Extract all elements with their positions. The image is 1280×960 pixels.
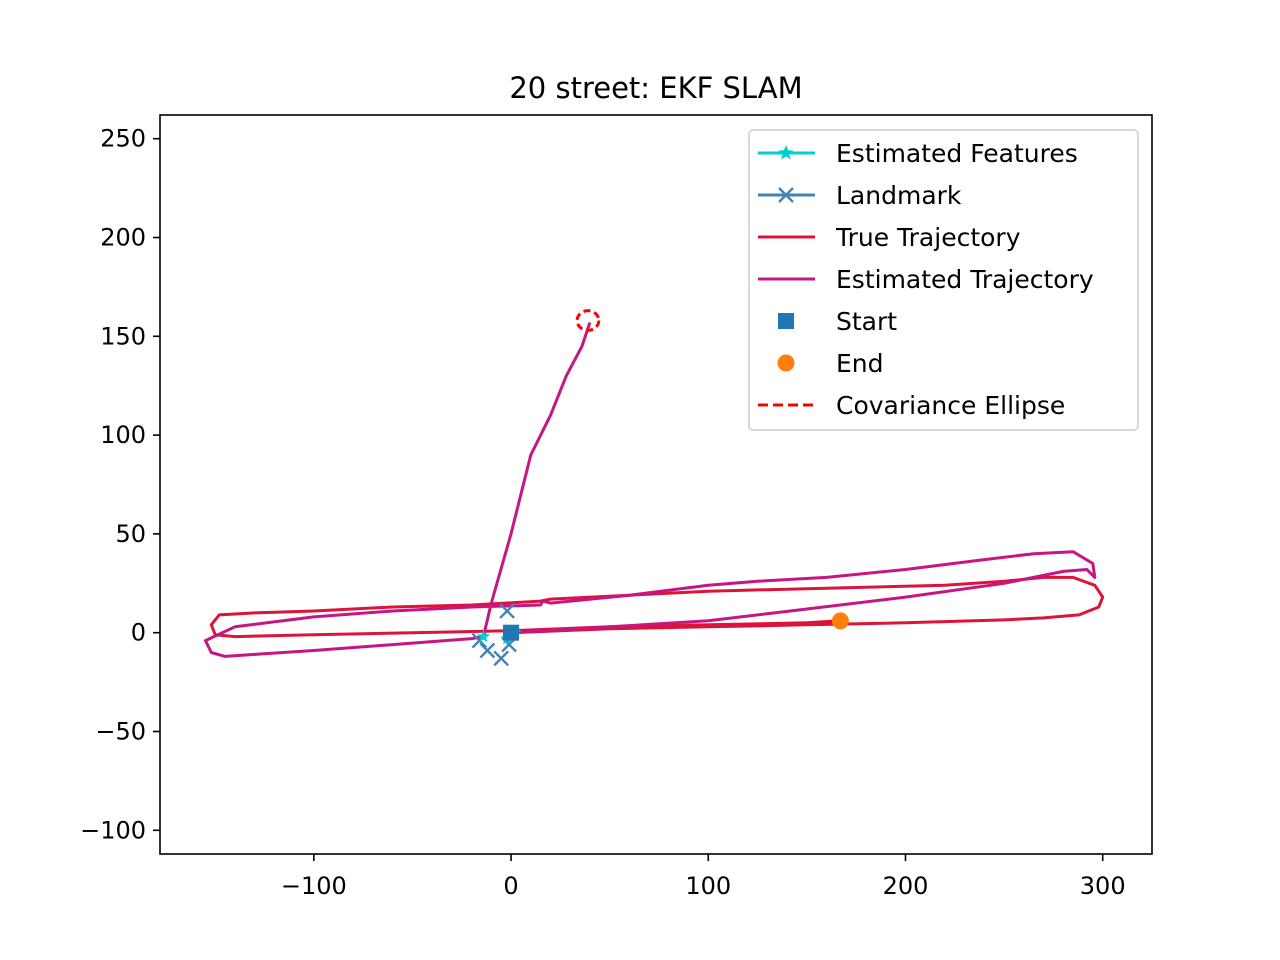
legend-box [748,129,1139,431]
legend-star-marker [778,145,794,160]
plot-frame [159,114,1153,855]
chart-title: 20 street: EKF SLAM [509,71,802,105]
y-tick-label: −100 [80,816,146,844]
y-tick-label: 0 [131,619,146,647]
true-trajectory-line [209,575,1105,639]
y-tick-label: 150 [100,322,146,350]
end-marker [831,612,849,630]
legend-label: End [836,349,884,378]
legend-label: Start [836,307,897,336]
y-tick-label: −50 [95,717,146,745]
legend-square-marker [778,313,794,329]
legend-label: Estimated Features [836,139,1078,168]
y-tick-label: 200 [100,224,146,252]
landmark-marker [493,650,510,667]
estimated-trajectory-line [203,322,1097,658]
legend-label: Covariance Ellipse [836,391,1065,420]
legend: Estimated Features Landmark True Trajector… [748,129,1139,431]
legend-circle-marker [777,354,795,372]
y-tick-label: 100 [100,421,146,449]
estimated-feature-marker [476,629,491,643]
covariance-ellipse [575,309,601,332]
plot-area [203,309,1105,667]
y-axis: −100 −50 0 50 100 150 200 250 [80,125,160,844]
x-tick-label: 300 [1080,872,1126,900]
x-tick-label: 100 [685,872,731,900]
legend-label: Estimated Trajectory [836,265,1094,294]
x-tick-label: 0 [503,872,518,900]
legend-x-marker [778,187,794,203]
legend-label: Landmark [836,181,962,210]
y-tick-label: 250 [100,125,146,153]
x-tick-label: 200 [883,872,929,900]
legend-label: True Trajectory [835,223,1021,252]
landmark-marker [479,642,496,659]
landmark-marker [499,603,515,619]
x-axis: −100 0 100 200 300 [281,854,1126,900]
start-marker [503,624,520,641]
x-tick-label: −100 [281,872,347,900]
y-tick-label: 50 [115,520,146,548]
